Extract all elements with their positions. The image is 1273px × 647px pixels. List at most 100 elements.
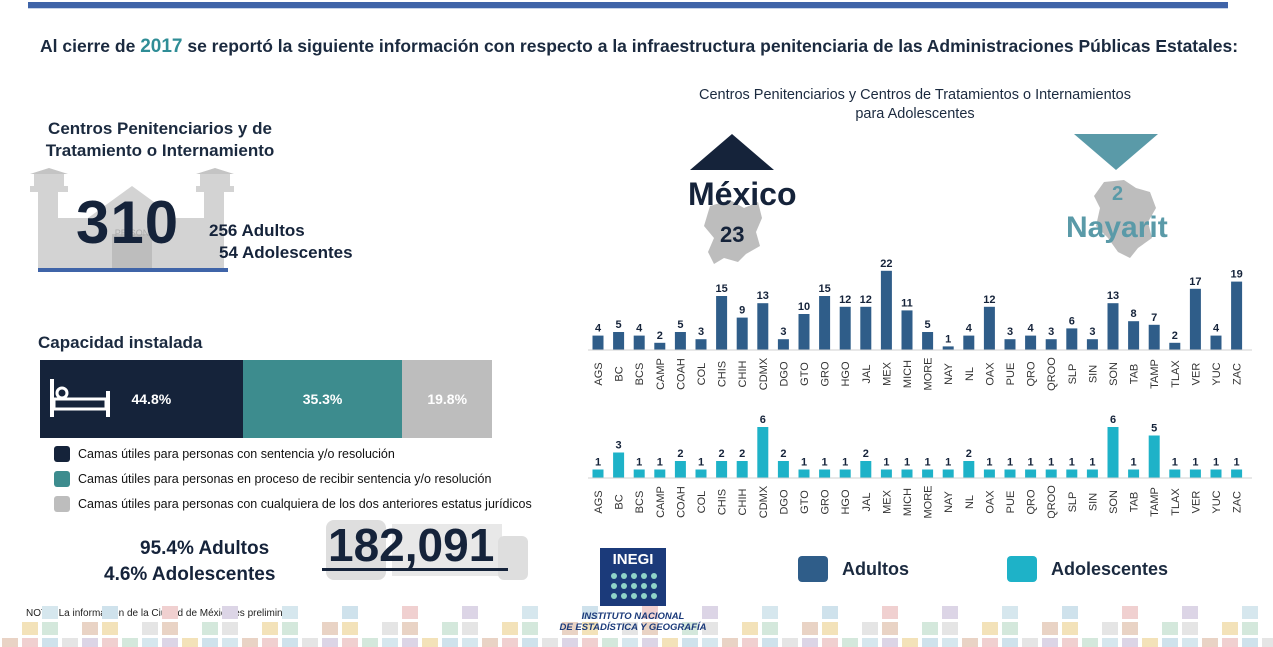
legend-adolescentes: Adolescentes — [1007, 556, 1168, 582]
centros-total: 310 — [76, 189, 180, 256]
footer-tile — [282, 606, 298, 619]
footer-tile — [1042, 638, 1058, 647]
footer-tile — [1062, 622, 1078, 635]
bar-adolescentes-cdmx — [757, 427, 769, 478]
value-label-adolescentes-jal: 2 — [863, 448, 869, 460]
tick-label-adultos-gro: GRO — [820, 361, 832, 387]
footer-tile — [82, 622, 98, 635]
footer-tile — [522, 622, 538, 635]
tick-label-adultos-qroo: QROO — [1046, 357, 1058, 391]
tick-label-adolescentes-hgo: HGO — [840, 489, 852, 515]
min-state-name: Nayarit — [1066, 211, 1168, 244]
footer-tile — [822, 606, 838, 619]
tick-label-adultos-dgo: DGO — [778, 361, 790, 387]
value-label-adultos-coah: 5 — [677, 319, 683, 331]
value-label-adolescentes-hgo: 1 — [842, 457, 848, 469]
value-label-adultos-qroo: 3 — [1048, 326, 1054, 338]
footer-tile — [802, 638, 818, 647]
footer-tile — [22, 622, 38, 635]
legend-swatch-dark — [54, 446, 70, 462]
footer-tile — [42, 606, 58, 619]
tick-label-adolescentes-yuc: YUC — [1211, 490, 1223, 513]
tick-label-adultos-chis: CHIS — [717, 361, 729, 387]
value-label-adultos-gro: 15 — [818, 283, 830, 295]
footer-tile — [242, 638, 258, 647]
tick-label-adolescentes-tamp: TAMP — [1149, 487, 1161, 517]
camas-adultos-pct: 95.4% Adultos — [140, 538, 270, 559]
footer-tile — [142, 622, 158, 635]
value-label-adultos-cdmx: 13 — [757, 290, 769, 302]
value-label-adolescentes-qro: 1 — [1028, 457, 1034, 469]
footer-tile — [42, 638, 58, 647]
tick-label-adultos-sin: SIN — [1087, 365, 1099, 383]
footer-tile — [1182, 638, 1198, 647]
footer-tile — [1102, 622, 1118, 635]
inegi-logo: INEGI INSTITUTO NACIONAL DE ESTADÍSTICA … — [548, 548, 718, 633]
legend-swatch-adultos — [798, 556, 828, 582]
tick-label-adultos-tab: TAB — [1129, 364, 1141, 385]
value-label-adultos-camp: 2 — [657, 330, 663, 342]
footer-tile — [942, 638, 958, 647]
footer-tile — [1182, 606, 1198, 619]
footer-tile — [402, 622, 418, 635]
tick-label-adultos-nay: NAY — [943, 362, 955, 384]
tick-label-adultos-jal: JAL — [861, 365, 873, 384]
value-label-adultos-zac: 19 — [1230, 269, 1242, 281]
footer-tile — [262, 622, 278, 635]
footer-tile — [102, 606, 118, 619]
bar-adolescentes-chih — [736, 461, 748, 478]
tick-label-adolescentes-gto: GTO — [799, 490, 811, 514]
capacity-stacked-bar: 44.8% 35.3% 19.8% — [40, 360, 492, 438]
value-label-adultos-oax: 12 — [983, 294, 995, 306]
footer-tile — [622, 638, 638, 647]
bar-adultos-bcs — [633, 335, 645, 350]
tick-label-adolescentes-ags: AGS — [593, 490, 605, 513]
footer-pattern — [2, 606, 1273, 647]
footer-tile — [202, 638, 218, 647]
value-label-adolescentes-bc: 3 — [616, 440, 622, 452]
footer-tile — [822, 622, 838, 635]
value-label-adultos-nay: 1 — [945, 333, 951, 345]
bar-adultos-camp — [654, 342, 666, 350]
footer-tile — [462, 606, 478, 619]
legend-swatch-gray — [54, 496, 70, 512]
footer-tile — [642, 638, 658, 647]
bar-adolescentes-son — [1107, 427, 1119, 478]
footer-tile — [482, 638, 498, 647]
bar-adolescentes-sin — [1086, 469, 1098, 478]
bar-adultos-nl — [963, 335, 975, 350]
bar-adolescentes-ver — [1189, 469, 1201, 478]
bar-adolescentes-bcs — [633, 469, 645, 478]
capacidad-title: Capacidad instalada — [38, 333, 203, 352]
value-label-adolescentes-nay: 1 — [945, 457, 951, 469]
tick-label-adultos-bcs: BCS — [634, 363, 646, 386]
footer-tile — [442, 638, 458, 647]
tick-label-adolescentes-chis: CHIS — [717, 489, 729, 515]
capacity-segment-ambos: 19.8% — [402, 360, 492, 438]
total-camas: 182,091 — [328, 519, 495, 571]
value-label-adultos-bc: 5 — [616, 319, 622, 331]
value-label-adolescentes-bcs: 1 — [636, 457, 642, 469]
footer-tile — [402, 638, 418, 647]
footer-tile — [902, 638, 918, 647]
footer-tile — [1242, 606, 1258, 619]
bar-adultos-tamp — [1148, 324, 1160, 350]
headline: Al cierre de 2017 se reportó la siguient… — [40, 36, 1239, 57]
footer-tile — [682, 622, 698, 635]
footer-tile — [622, 622, 638, 635]
value-label-adultos-ags: 4 — [595, 323, 602, 335]
footer-tile — [922, 622, 938, 635]
footer-tile — [282, 622, 298, 635]
prison-sign: PRISON — [115, 228, 150, 238]
inegi-line2: DE ESTADÍSTICA Y GEOGRAFÍA — [559, 622, 707, 633]
value-label-adolescentes-col: 1 — [698, 457, 704, 469]
tick-label-adolescentes-sin: SIN — [1087, 493, 1099, 511]
bar-adultos-mich — [901, 310, 913, 350]
value-label-adultos-sin: 3 — [1089, 326, 1095, 338]
bar-adultos-slp — [1066, 328, 1078, 350]
value-label-adultos-bcs: 4 — [636, 323, 643, 335]
value-label-adolescentes-cdmx: 6 — [760, 414, 766, 426]
tick-label-adultos-mex: MEX — [881, 361, 893, 386]
value-label-adolescentes-tab: 1 — [1131, 457, 1137, 469]
footer-tile — [342, 638, 358, 647]
